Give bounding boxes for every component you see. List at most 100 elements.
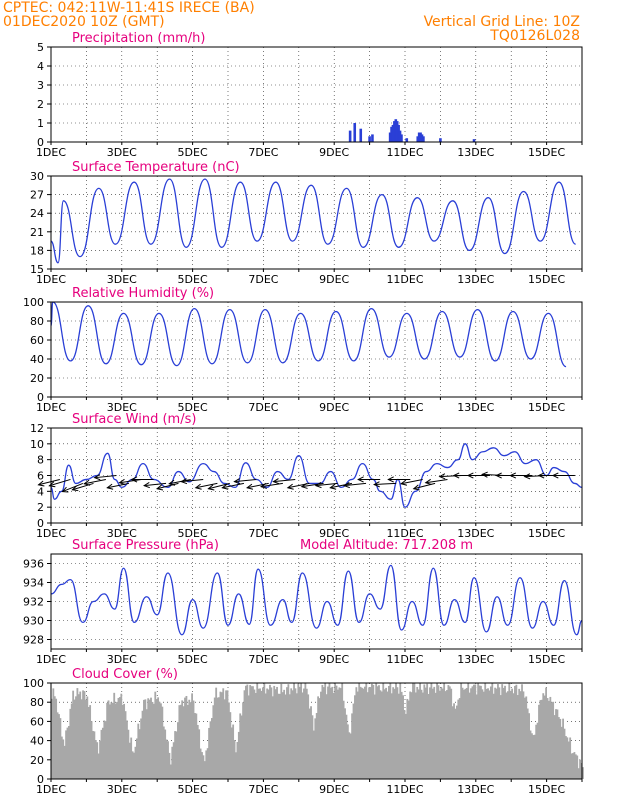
cloud-bar — [283, 689, 286, 779]
cloud-bar — [371, 683, 373, 779]
cloud-bar — [177, 722, 179, 779]
cloud-bar — [250, 686, 253, 779]
y-tick-label: 80 — [30, 315, 44, 328]
cloud-bar — [109, 704, 111, 779]
x-tick-label: 15DEC — [528, 783, 565, 796]
cloud-bar — [380, 691, 383, 779]
cloud-bar — [536, 722, 539, 779]
wind-arrow-head — [438, 473, 446, 480]
cloud-bar — [478, 685, 481, 779]
cloud-bar — [424, 687, 427, 779]
plot-frame — [50, 46, 583, 143]
wind-arrow-head — [246, 483, 254, 490]
cloud-bar — [293, 683, 295, 779]
cloud-bar — [410, 692, 413, 779]
cloud-bar — [363, 686, 366, 779]
y-tick-label: 0 — [37, 517, 44, 530]
cloud-bar — [392, 687, 395, 779]
cloud-bar — [294, 688, 297, 779]
cloud-bar — [497, 684, 499, 779]
wind-arrow-head — [180, 478, 188, 485]
y-tick-label: 20 — [30, 372, 44, 385]
y-tick-label: 27 — [30, 189, 44, 202]
cloud-bar — [402, 695, 404, 779]
x-tick-label: 7DEC — [248, 527, 278, 540]
cloud-bar — [164, 729, 167, 779]
wind-arrow-head — [509, 472, 517, 479]
cloud-bar — [385, 687, 387, 779]
cloud-bar — [82, 690, 84, 779]
cloud-bar — [523, 697, 526, 779]
wind-arrow — [273, 478, 296, 483]
cloud-bar — [361, 687, 363, 779]
cloud-bar — [235, 752, 237, 779]
cloud-bar — [116, 701, 118, 779]
y-tick-label: 60 — [30, 334, 44, 347]
wind-arrow — [330, 482, 352, 489]
cloud-bar — [189, 702, 192, 779]
cloud-bar — [242, 702, 244, 779]
cloud-bar — [522, 691, 525, 779]
cloud-bar — [135, 738, 138, 779]
cloud-bar — [356, 691, 359, 779]
cloud-bar — [75, 696, 77, 779]
cloud-bar — [131, 751, 134, 779]
cloud-bar — [430, 683, 433, 779]
cloud-bar — [225, 690, 227, 779]
cloud-bar — [59, 718, 62, 779]
cloud-bar — [87, 706, 90, 779]
cloud-bar — [145, 709, 148, 779]
cloud-bar — [542, 693, 545, 779]
cloud-bar — [499, 695, 502, 779]
cloud-bar — [148, 699, 151, 779]
cloud-bar — [379, 690, 382, 779]
cloud-bar — [111, 702, 114, 779]
cloud-bar — [416, 686, 419, 779]
cloud-bar — [346, 724, 349, 779]
panel-title: Surface Wind (m/s) — [72, 412, 196, 427]
cloud-bar — [287, 684, 290, 779]
cloud-bar — [382, 683, 385, 779]
wind-arrow-head — [387, 476, 394, 483]
cloud-bar — [321, 684, 324, 779]
cloud-bar — [331, 686, 334, 779]
cloud-bar — [185, 695, 188, 779]
cloud-bar — [421, 692, 424, 779]
wind-arrow-head — [168, 479, 176, 486]
cloud-bar — [304, 683, 307, 779]
cloud-bar — [307, 694, 310, 779]
cloud-bar — [531, 733, 533, 779]
cloud-bar — [390, 693, 393, 779]
cloud-bar — [317, 696, 320, 779]
cloud-bar — [130, 737, 133, 779]
cloud-bar — [77, 694, 80, 779]
cloud-bar — [460, 683, 463, 779]
cloud-bar — [448, 686, 451, 779]
cloud-bar — [403, 709, 406, 779]
cloud-bar — [312, 730, 315, 779]
cloud-bar — [375, 683, 378, 779]
cloud-bar — [270, 687, 273, 779]
cloud-bar — [202, 755, 205, 779]
wind-arrow — [49, 478, 71, 487]
cloud-bar — [128, 742, 131, 779]
cloud-bar — [147, 698, 150, 779]
cloud-bar — [93, 731, 96, 779]
model-altitude: Model Altitude: 717.208 m — [300, 538, 473, 553]
cloud-bar — [433, 686, 436, 779]
cloud-bar — [366, 692, 369, 779]
cloud-bar — [414, 692, 417, 779]
cloud-bar — [195, 713, 198, 779]
cloud-bar — [509, 690, 512, 779]
cloud-bar — [362, 688, 365, 779]
panel-0 — [47, 46, 583, 145]
cloud-bar — [576, 755, 579, 779]
cloud-bar — [354, 695, 356, 779]
x-tick-label: 3DEC — [107, 527, 137, 540]
cloud-bar — [400, 691, 403, 779]
cloud-bar — [273, 685, 276, 779]
cloud-bar — [308, 708, 311, 779]
y-tick-label: 40 — [30, 353, 44, 366]
plot-frame — [50, 427, 583, 524]
cloud-bar — [532, 735, 535, 779]
